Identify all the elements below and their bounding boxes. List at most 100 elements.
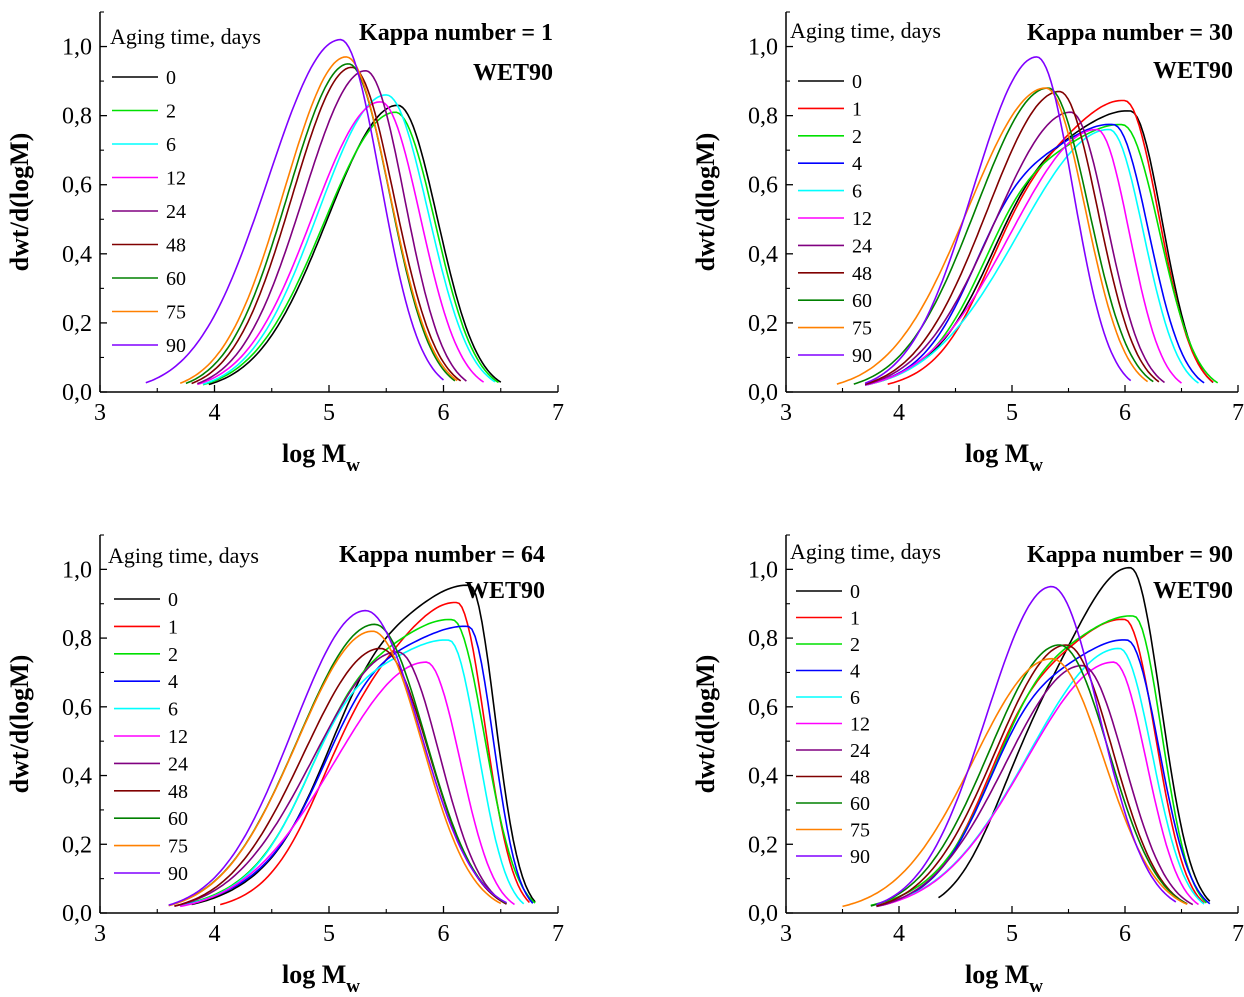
series-line-12	[197, 101, 485, 386]
y-tick-label: 0,4	[62, 242, 92, 268]
legend-label-2: 2	[852, 126, 862, 148]
series-line-24	[197, 69, 467, 385]
x-tick-label: 6	[1119, 921, 1131, 947]
x-tick-label: 6	[1119, 400, 1131, 426]
y-axis-title: dwt/d(logM)	[5, 133, 34, 272]
legend-label-6: 6	[850, 687, 860, 709]
chart-panel-2: 3 4 5 6 7 0,0 0,2 0,4 0,6 0,8 1,0 log Mw dwt/d(logM)…	[691, 11, 1244, 476]
legend-label-75: 75	[168, 836, 188, 858]
y-tick-label: 0,0	[62, 380, 92, 406]
y-axis-title: dwt/d(logM)	[691, 655, 720, 794]
series-line-6	[180, 639, 525, 907]
legend-label-48: 48	[166, 235, 186, 257]
legend-label-90: 90	[168, 863, 188, 885]
series-line-2	[870, 615, 1207, 907]
legend-label-24: 24	[166, 201, 186, 223]
x-tick-label: 4	[893, 400, 905, 426]
y-tick-label: 1,0	[748, 557, 778, 583]
series-line-24	[174, 650, 507, 907]
series-line-48	[876, 644, 1188, 907]
x-tick-label: 7	[552, 400, 564, 426]
series-line-24	[876, 664, 1194, 908]
y-tick-label: 0,6	[748, 695, 778, 721]
series-line-0	[864, 110, 1214, 386]
x-tick-label: 4	[893, 921, 905, 947]
legend-label-12: 12	[166, 168, 186, 190]
x-axis-title: log Mw	[965, 439, 1043, 476]
y-tick-label: 0,4	[748, 242, 778, 268]
y-tick-label: 0,4	[62, 764, 92, 790]
y-tick-label: 0,0	[748, 901, 778, 927]
legend-label-60: 60	[166, 268, 186, 290]
series-line-75	[179, 56, 458, 384]
legend-label-90: 90	[850, 846, 870, 868]
legend-label-6: 6	[168, 699, 178, 721]
y-tick-label: 0,4	[748, 764, 778, 790]
x-axis-title-main: log M	[965, 439, 1029, 468]
series-line-2	[180, 618, 536, 907]
x-axis-title-subscript: w	[1029, 455, 1043, 476]
legend-label-24: 24	[850, 740, 870, 762]
series-line-90	[864, 56, 1132, 384]
legend-label-4: 4	[168, 671, 178, 693]
series-lines	[145, 38, 502, 386]
series-line-60	[870, 644, 1188, 907]
x-axis-title-subscript: w	[346, 455, 360, 476]
legend-label-24: 24	[168, 753, 188, 775]
series-line-90	[876, 585, 1177, 906]
legend-label-75: 75	[852, 318, 872, 340]
x-tick-label: 5	[1006, 400, 1018, 426]
x-tick-label: 7	[1232, 400, 1244, 426]
legend-label-48: 48	[852, 263, 872, 285]
y-tick-label: 0,2	[62, 832, 92, 858]
legend-title: Aging time, days	[110, 24, 261, 49]
legend-title: Aging time, days	[108, 543, 259, 568]
x-axis-title-main: log M	[282, 439, 346, 468]
x-axis-title-subscript: w	[346, 976, 360, 997]
x-tick-label: 4	[209, 400, 221, 426]
chart-panel-1: 3 4 5 6 7 0,0 0,2 0,4 0,6 0,8 1,0 log Mw dwt/d(logM)…	[5, 11, 564, 476]
y-tick-label: 1,0	[62, 35, 92, 61]
y-tick-label: 0,8	[62, 104, 92, 130]
legend-label-75: 75	[850, 820, 870, 842]
y-tick-label: 0,6	[62, 173, 92, 199]
legend-label-75: 75	[166, 302, 186, 324]
legend-label-6: 6	[166, 134, 176, 156]
legend-label-90: 90	[166, 335, 186, 357]
y-tick-label: 0,2	[748, 311, 778, 337]
series-line-6	[864, 128, 1199, 386]
legend-label-1: 1	[850, 608, 860, 630]
y-tick-label: 0,2	[748, 832, 778, 858]
series-line-1	[881, 618, 1205, 906]
chart-subtitle: WET90	[465, 578, 545, 604]
legend-label-4: 4	[850, 661, 860, 683]
x-tick-label: 5	[323, 921, 335, 947]
chart-title: Kappa number = 90	[1027, 542, 1233, 568]
legend-label-0: 0	[852, 71, 862, 93]
x-axis-title-subscript: w	[1029, 976, 1043, 997]
legend-label-2: 2	[166, 101, 176, 123]
legend-label-2: 2	[168, 644, 178, 666]
series-lines	[836, 56, 1219, 386]
series-line-1	[219, 601, 530, 906]
chart-subtitle: WET90	[1153, 578, 1233, 604]
x-tick-label: 3	[780, 921, 792, 947]
y-axis-title: dwt/d(logM)	[691, 133, 720, 272]
legend-label-1: 1	[852, 98, 862, 120]
x-axis-title-main: log M	[965, 960, 1029, 989]
x-axis-title: log Mw	[282, 960, 360, 997]
series-line-12	[876, 661, 1199, 908]
x-tick-label: 6	[438, 921, 450, 947]
series-line-12	[864, 128, 1182, 386]
legend-label-12: 12	[850, 714, 870, 736]
x-tick-label: 3	[780, 400, 792, 426]
legend-label-1: 1	[168, 616, 178, 638]
chart-subtitle: WET90	[473, 60, 553, 86]
chart-panel-3: 3 4 5 6 7 0,0 0,2 0,4 0,6 0,8 1,0 log Mw dwt/d(logM)…	[5, 534, 564, 997]
chart-panel-4: 3 4 5 6 7 0,0 0,2 0,4 0,6 0,8 1,0 log Mw dwt/d(logM)…	[691, 534, 1244, 997]
y-tick-label: 0,6	[62, 695, 92, 721]
y-tick-label: 0,0	[62, 901, 92, 927]
y-axis-title: dwt/d(logM)	[5, 655, 34, 794]
y-tick-label: 0,2	[62, 311, 92, 337]
legend-title: Aging time, days	[790, 18, 941, 43]
